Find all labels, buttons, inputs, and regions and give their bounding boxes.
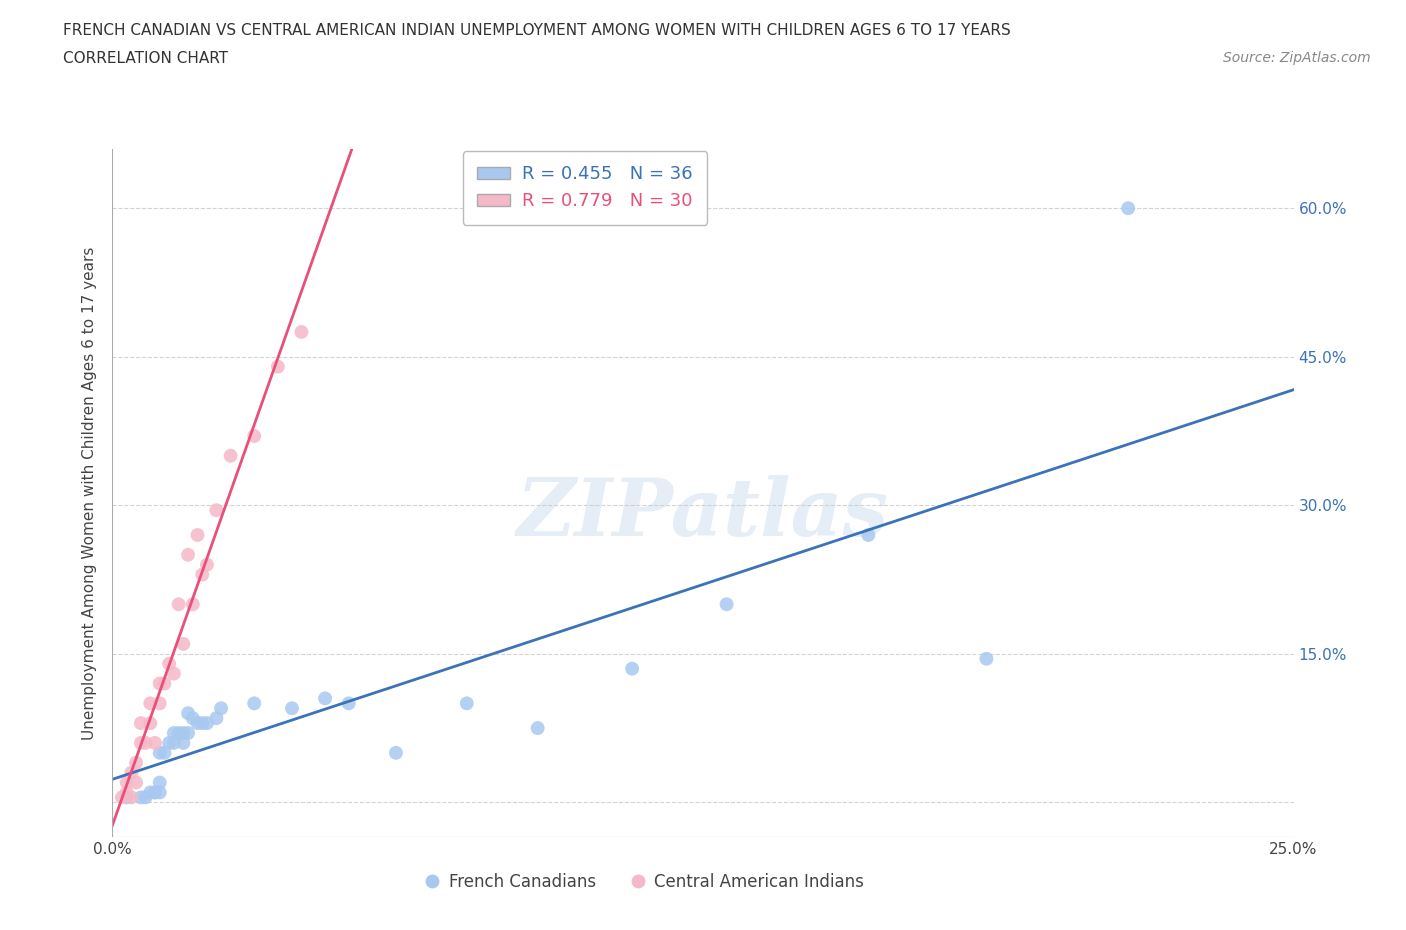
Legend: French Canadians, Central American Indians: French Canadians, Central American India… [418,866,870,897]
Point [337,696,360,711]
Point [186,527,208,542]
Point [172,736,194,751]
Point [115,790,138,804]
Point [120,765,142,780]
Point [858,527,880,542]
Point [243,696,266,711]
Point [314,691,336,706]
Point [181,597,204,612]
Point [135,736,157,751]
Point [191,716,214,731]
Point [167,725,190,740]
Point [167,597,190,612]
Text: CORRELATION CHART: CORRELATION CHART [63,51,228,66]
Point [186,716,208,731]
Point [129,790,152,804]
Y-axis label: Unemployment Among Women with Children Ages 6 to 17 years: Unemployment Among Women with Children A… [82,246,97,739]
Point [153,676,176,691]
Point [209,701,232,716]
Point [115,775,138,790]
Point [139,785,162,800]
Point [716,597,738,612]
Text: FRENCH CANADIAN VS CENTRAL AMERICAN INDIAN UNEMPLOYMENT AMONG WOMEN WITH CHILDRE: FRENCH CANADIAN VS CENTRAL AMERICAN INDI… [63,23,1011,38]
Point [177,548,200,563]
Point [177,725,200,740]
Point [139,696,162,711]
Point [120,790,142,804]
Text: Source: ZipAtlas.com: Source: ZipAtlas.com [1223,51,1371,65]
Point [125,755,148,770]
Point [1116,201,1139,216]
Point [153,745,176,760]
Point [149,696,172,711]
Point [125,775,148,790]
Point [243,429,266,444]
Point [149,676,172,691]
Point [157,657,180,671]
Point [149,745,172,760]
Point [172,725,194,740]
Point [163,666,186,681]
Point [157,736,180,751]
Point [143,785,166,800]
Point [267,359,290,374]
Point [172,636,194,651]
Point [139,716,162,731]
Point [281,701,304,716]
Point [135,790,157,804]
Text: ZIPatlas: ZIPatlas [517,475,889,552]
Point [195,716,218,731]
Point [195,557,218,572]
Point [181,711,204,725]
Point [111,790,134,804]
Point [621,661,644,676]
Point [129,736,152,751]
Point [149,775,172,790]
Point [456,696,478,711]
Point [115,785,138,800]
Point [129,716,152,731]
Point [191,567,214,582]
Point [143,736,166,751]
Point [177,706,200,721]
Point [526,721,548,736]
Point [385,745,408,760]
Point [205,503,228,518]
Point [976,651,998,666]
Point [149,785,172,800]
Point [163,736,186,751]
Point [205,711,228,725]
Point [143,785,166,800]
Point [163,725,186,740]
Point [219,448,242,463]
Point [290,325,312,339]
